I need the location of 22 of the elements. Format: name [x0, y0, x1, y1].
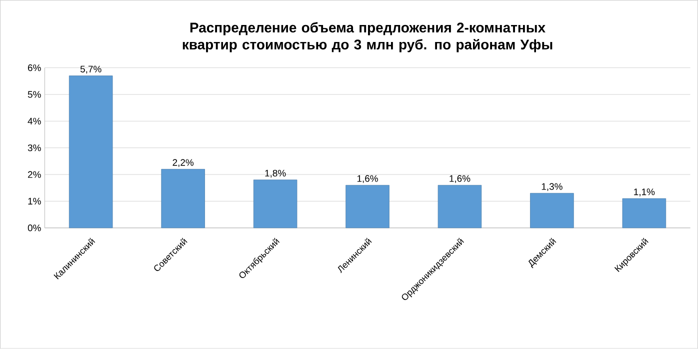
data-label: 1,6% [450, 175, 470, 184]
data-label: 5,7% [80, 66, 102, 74]
bar [530, 193, 574, 228]
bar [161, 169, 205, 228]
bar [253, 180, 298, 228]
y-tick-label: 2% [28, 171, 41, 178]
y-tick-label: 6% [28, 64, 41, 72]
y-tick-label: 4% [28, 118, 41, 125]
data-label: 1,8% [265, 170, 286, 178]
y-tick-label: 3% [28, 144, 41, 152]
bar [622, 198, 666, 228]
chart-title: Распределение объема предложения 2-комнатных квартир стоимостью до 3 млн руб. по районам Уфы [182, 22, 552, 52]
y-tick-label: 1% [28, 198, 41, 205]
bar [346, 185, 390, 228]
data-label: 1,1% [634, 188, 655, 196]
bar [68, 76, 113, 228]
data-label: 1,3% [542, 183, 562, 192]
bar [438, 185, 482, 228]
data-label: 1,6% [357, 175, 378, 184]
y-tick-label: 5% [28, 91, 41, 98]
data-label: 2,2% [172, 159, 194, 168]
y-tick-label: 0% [28, 224, 41, 232]
